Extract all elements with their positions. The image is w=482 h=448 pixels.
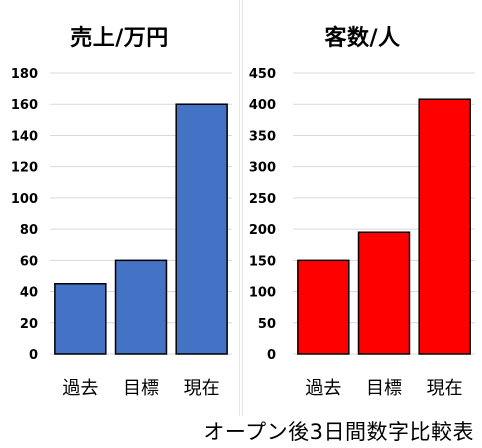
customers-y-tick-label: 350 [249,129,276,144]
customers-y-tick-label: 450 [249,67,276,82]
sales-bar [114,259,168,355]
sales-category-label: 現在 [184,378,220,399]
customers-y-tick-label: 250 [249,192,276,207]
customers-y-tick-label: 400 [249,98,276,113]
customers-bar [297,259,350,355]
sales-y-tick-label: 180 [11,67,38,82]
customers-y-tick-label: 50 [258,317,276,332]
sales-category-label: 目標 [123,378,159,399]
customers-bar [418,98,471,355]
customers-category-label: 現在 [427,378,463,399]
customers-category-label: 過去 [305,378,341,399]
sales-y-tick-label: 120 [11,161,38,176]
customers-chart-panel: 客数/人 0 50 100 150 200 250 300 350 400 450 過去 目標 現在 [242,0,482,416]
customers-y-tick-label: 200 [249,223,276,238]
customers-chart-title: 客数/人 [324,26,401,51]
sales-chart-plot: 0 20 40 60 80 100 120 140 160 180 過去 目標 現在 [11,67,232,399]
sales-y-tick-label: 140 [11,129,38,144]
customers-y-tick-label: 300 [249,161,276,176]
sales-y-tick-label: 100 [11,192,38,207]
figure-caption: オープン後3日間数字比較表 [203,420,474,444]
sales-bar [175,103,228,355]
customers-chart-plot: 0 50 100 150 200 250 300 350 400 450 過去 目標 現在 [249,67,475,399]
sales-y-tick-label: 60 [20,254,38,269]
sales-category-label: 過去 [62,378,98,399]
sales-y-tick-label: 20 [20,317,38,332]
sales-chart-title: 売上/万円 [70,26,169,51]
customers-y-tick-label: 100 [249,286,276,301]
sales-chart-panel: 売上/万円 0 20 40 60 80 100 120 140 160 180 過去 目標 現在 [0,0,240,416]
customers-y-tick-label: 0 [267,348,276,363]
customers-bar [357,231,411,355]
customers-category-label: 目標 [366,378,402,399]
sales-y-tick-label: 0 [29,348,38,363]
customers-y-tick-label: 150 [249,254,276,269]
sales-y-tick-label: 40 [20,286,38,301]
sales-y-tick-label: 80 [20,223,38,238]
sales-bar [54,283,107,355]
sales-y-tick-label: 160 [11,98,38,113]
